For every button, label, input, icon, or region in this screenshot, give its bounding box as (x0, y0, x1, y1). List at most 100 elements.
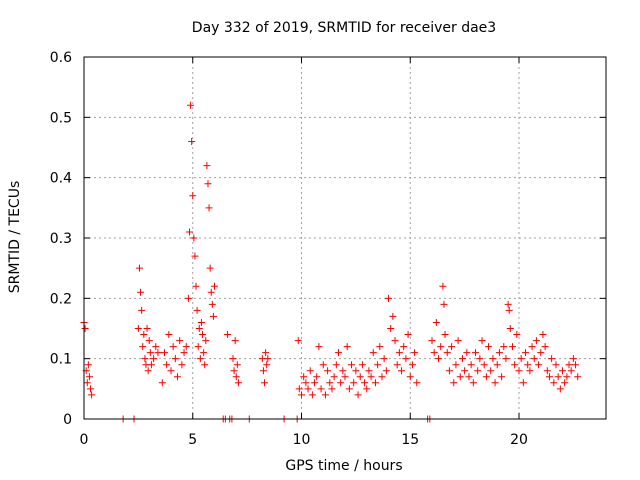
data-point (508, 343, 516, 351)
data-point (502, 355, 510, 363)
data-point (382, 367, 390, 375)
data-point (190, 234, 198, 242)
data-point (264, 355, 272, 363)
y-tick-label: 0.4 (50, 171, 72, 187)
data-point (404, 331, 412, 339)
data-point (448, 343, 456, 351)
data-point (311, 379, 319, 387)
data-point (504, 300, 512, 308)
y-tick-label: 0.1 (50, 352, 72, 368)
y-axis-ticks: 0 0.1 0.2 0.3 0.4 0.5 0.6 (50, 50, 606, 428)
data-point (158, 379, 166, 387)
data-point (295, 385, 303, 393)
data-point (454, 337, 462, 345)
data-point (176, 337, 184, 345)
data-series (80, 101, 582, 423)
data-point (348, 361, 356, 369)
data-point (211, 282, 218, 290)
data-point (519, 379, 527, 387)
data-point (545, 373, 553, 381)
data-point (493, 361, 501, 369)
data-point (165, 331, 173, 339)
y-tick-label: 0.6 (50, 50, 72, 66)
data-point (363, 385, 371, 393)
data-point (192, 282, 200, 290)
data-point (374, 361, 382, 369)
data-point (387, 325, 395, 332)
data-point (259, 367, 267, 375)
y-tick-label: 0 (63, 412, 72, 428)
data-point (395, 349, 403, 357)
y-tick-label: 0.5 (50, 110, 72, 126)
chart-title: Day 332 of 2019, SRMTID for receiver dae… (192, 20, 496, 36)
data-point (180, 349, 188, 357)
plot-frame (83, 56, 607, 420)
data-point (143, 325, 151, 332)
data-point (430, 349, 438, 357)
data-point (450, 379, 458, 387)
data-point (302, 379, 310, 387)
data-point (489, 355, 497, 363)
data-point (561, 379, 569, 387)
data-point (511, 361, 519, 369)
data-point (138, 306, 146, 314)
data-point (152, 343, 160, 351)
data-point (500, 343, 508, 351)
data-point (552, 361, 560, 369)
data-point (487, 367, 495, 375)
data-point (456, 373, 464, 381)
data-point (478, 337, 486, 345)
data-point (171, 355, 179, 363)
data-point (393, 361, 401, 369)
data-point (435, 355, 443, 363)
data-point (262, 349, 270, 357)
data-point (234, 379, 242, 387)
data-point (315, 343, 323, 351)
data-point (574, 373, 582, 381)
data-point (367, 373, 375, 381)
data-point (485, 343, 493, 351)
data-point (461, 367, 469, 375)
data-point (413, 379, 421, 387)
data-point (206, 264, 214, 272)
data-point (135, 264, 143, 272)
data-point (233, 361, 241, 369)
data-point (371, 379, 379, 387)
data-point (208, 300, 216, 308)
data-point (308, 391, 316, 399)
y-tick-label: 0.3 (50, 231, 72, 247)
data-point (389, 312, 397, 320)
data-point (498, 373, 506, 381)
data-point (337, 379, 345, 387)
data-point (439, 282, 447, 290)
data-point (317, 385, 325, 393)
data-point (205, 204, 213, 212)
data-point (88, 391, 96, 399)
data-point (480, 361, 488, 369)
data-point (505, 306, 513, 314)
data-point (535, 361, 543, 369)
data-point (476, 355, 484, 363)
data-point (365, 367, 373, 375)
data-point (306, 367, 314, 375)
data-point (229, 355, 237, 363)
data-point (532, 337, 540, 345)
data-point (400, 343, 408, 351)
data-point (452, 361, 460, 369)
data-point (474, 367, 482, 375)
data-point (559, 367, 566, 375)
data-point (141, 355, 149, 363)
data-point (550, 379, 558, 387)
data-point (324, 367, 332, 375)
data-point (354, 391, 362, 399)
data-point (204, 180, 212, 188)
data-point (437, 343, 445, 351)
data-point (184, 294, 192, 302)
data-point (261, 379, 269, 387)
data-point (358, 361, 366, 369)
data-point (515, 367, 523, 375)
data-point (300, 373, 308, 381)
data-point (539, 331, 547, 339)
data-point (517, 355, 525, 363)
